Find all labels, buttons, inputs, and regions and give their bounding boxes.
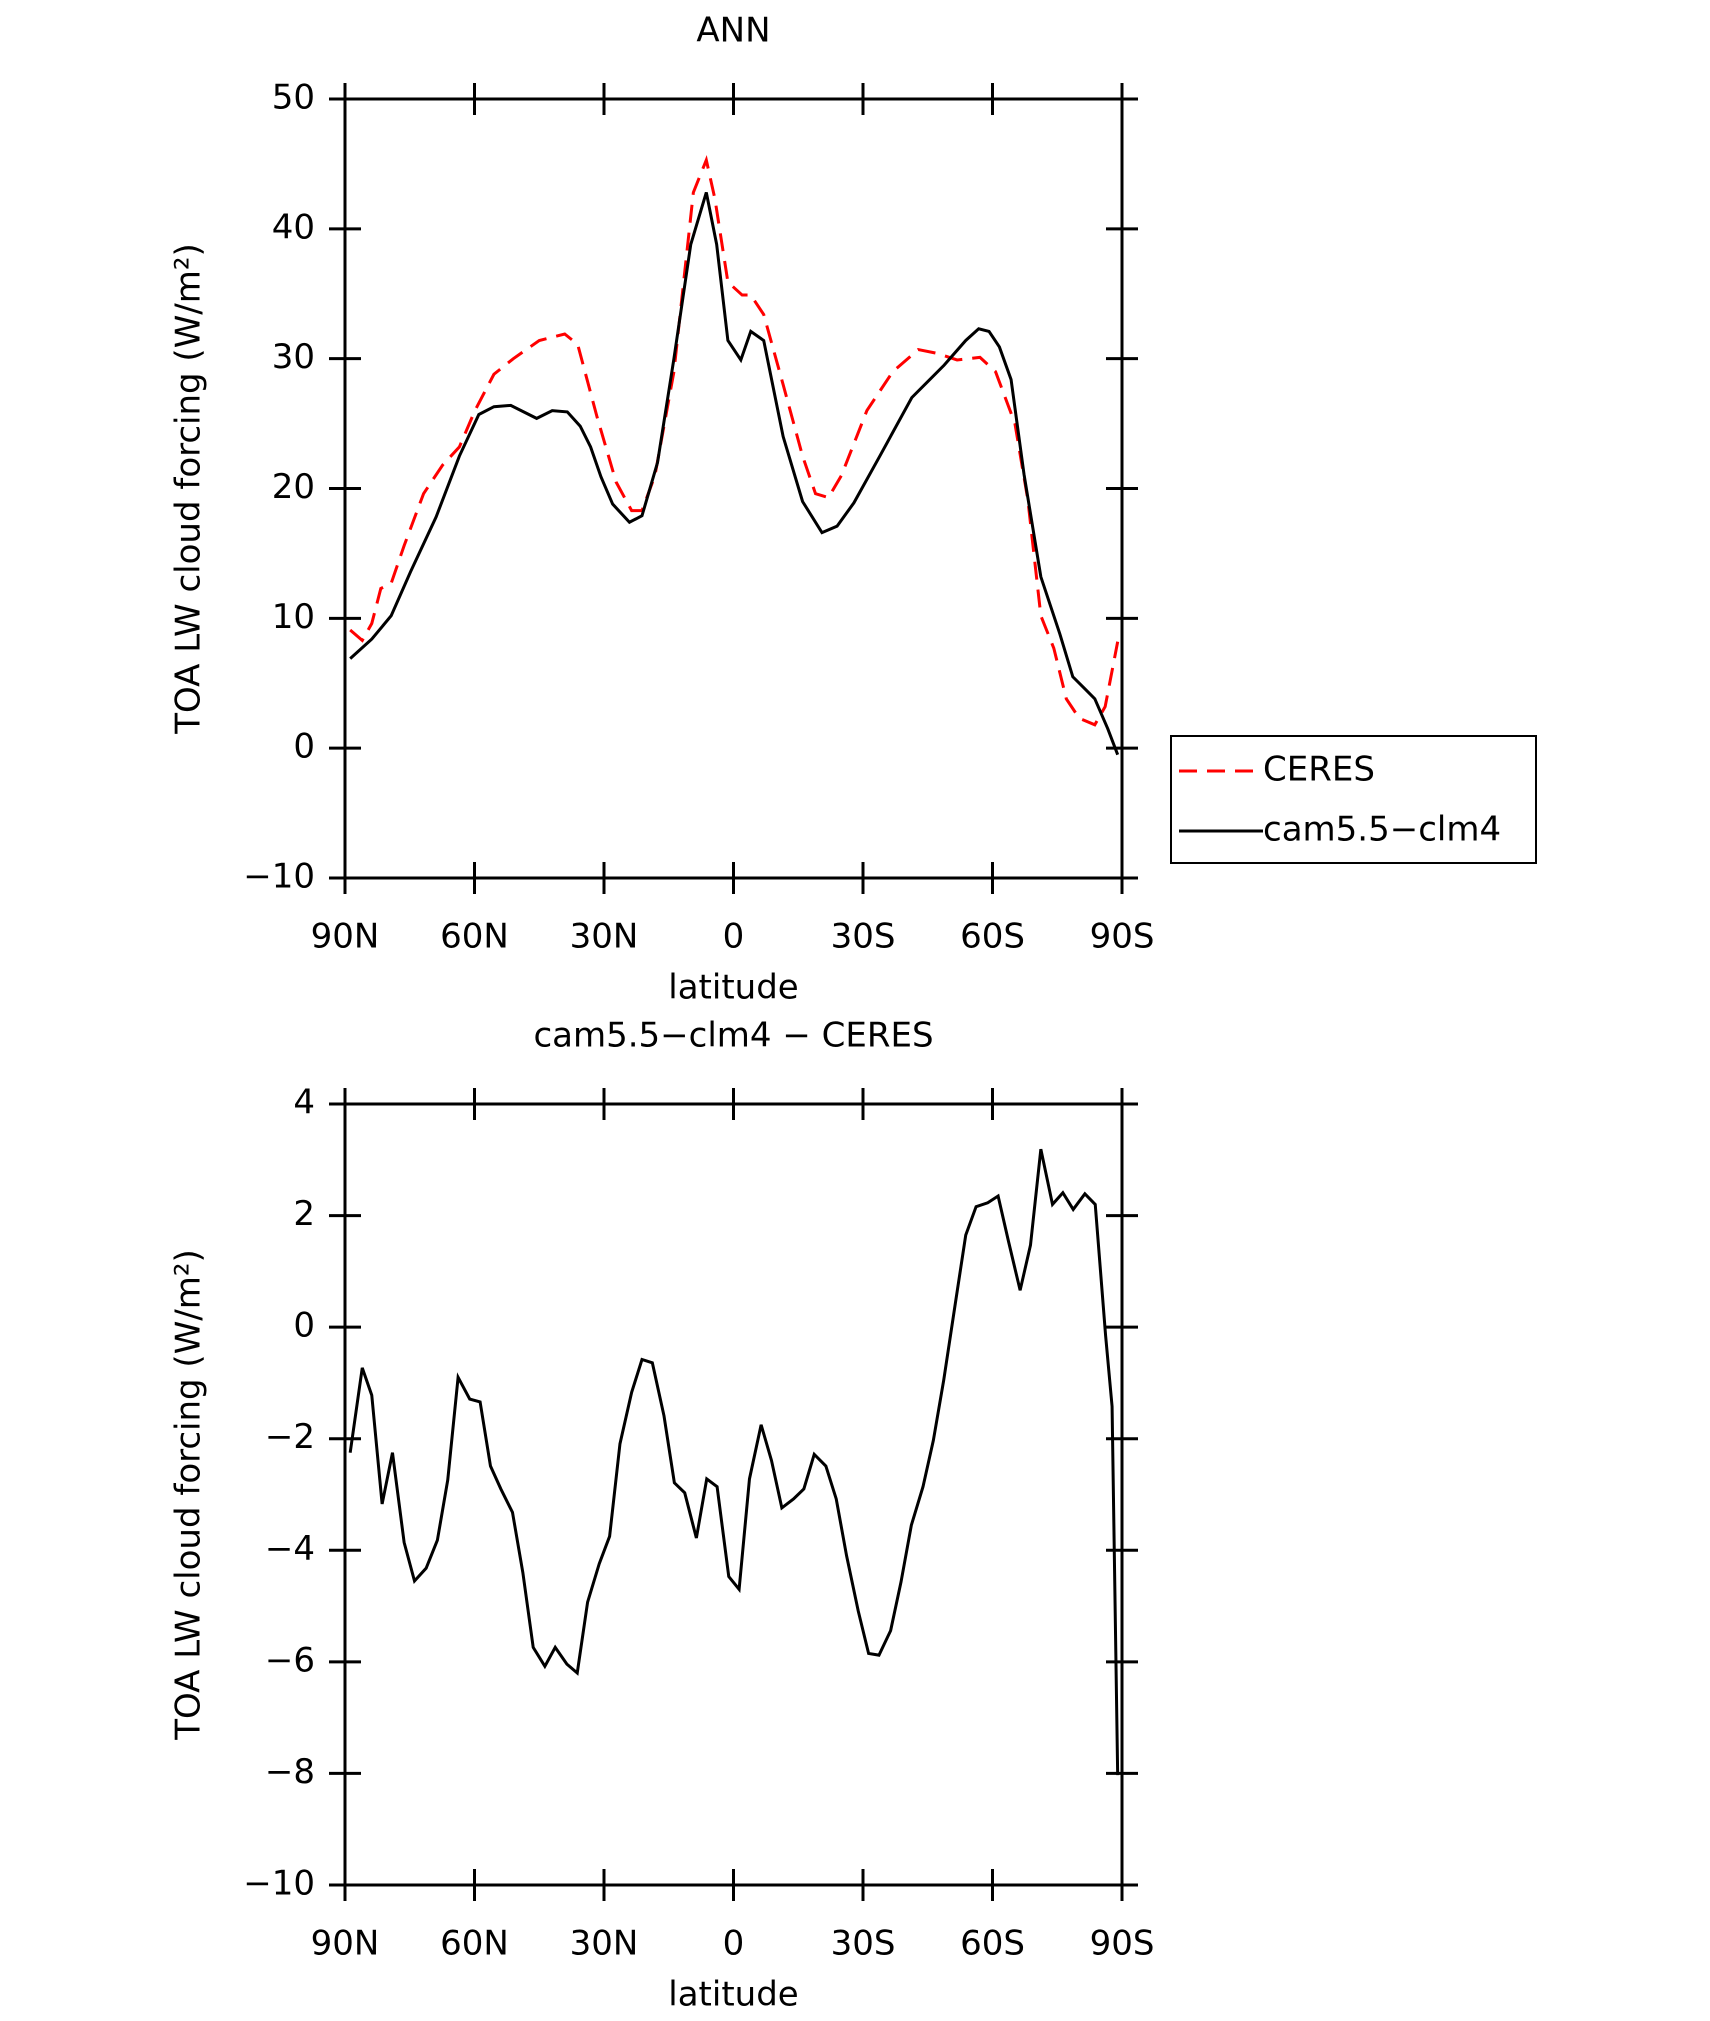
y-tick-label: 4 [293, 1083, 315, 1123]
y-axis-label: TOA LW cloud forcing (W/m²) [169, 1249, 209, 1741]
y-tick-label: −10 [243, 1864, 315, 1904]
y-tick-label: −2 [265, 1417, 315, 1457]
y-tick-label: 40 [272, 207, 315, 247]
x-tick-label: 30N [570, 917, 639, 957]
x-tick-label: 60N [440, 917, 509, 957]
x-tick-label: 90S [1090, 1924, 1155, 1964]
x-tick-label: 60S [960, 917, 1025, 957]
x-tick-label: 30N [570, 1924, 639, 1964]
y-tick-label: 50 [272, 78, 315, 118]
x-axis-label: latitude [668, 968, 798, 1008]
x-tick-label: 30S [831, 1924, 896, 1964]
plot-frame [343, 97, 1124, 880]
x-tick-label: 0 [723, 1924, 745, 1964]
x-tick-label: 60N [440, 1924, 509, 1964]
chart-title: cam5.5−clm4 − CERES [533, 1016, 933, 1056]
legend-label: CERES [1263, 750, 1375, 790]
x-tick-label: 30S [831, 917, 896, 957]
x-tick-label: 0 [723, 917, 745, 957]
y-tick-label: 2 [293, 1194, 315, 1234]
y-tick-label: 30 [272, 337, 315, 377]
chart-title: ANN [696, 11, 770, 51]
y-tick-label: 20 [272, 467, 315, 507]
x-axis-label: latitude [668, 1975, 798, 2015]
y-tick-label: 0 [293, 727, 315, 767]
x-tick-label: 60S [960, 1924, 1025, 1964]
legend-label: cam5.5−clm4 [1263, 810, 1501, 850]
data-line [349, 192, 1120, 756]
x-tick-label: 90N [311, 1924, 380, 1964]
plot-frame [343, 1102, 1124, 1887]
y-tick-label: −10 [243, 857, 315, 897]
y-tick-label: 0 [293, 1306, 315, 1346]
x-tick-label: 90N [311, 917, 380, 957]
y-tick-label: −4 [265, 1529, 315, 1569]
x-tick-label: 90S [1090, 917, 1155, 957]
y-tick-label: 10 [272, 597, 315, 637]
data-line [348, 1148, 1120, 1776]
y-axis-label: TOA LW cloud forcing (W/m²) [169, 243, 209, 735]
data-line [349, 154, 1120, 727]
y-tick-label: −8 [265, 1752, 315, 1792]
legend-box [1170, 735, 1537, 864]
y-tick-label: −6 [265, 1640, 315, 1680]
